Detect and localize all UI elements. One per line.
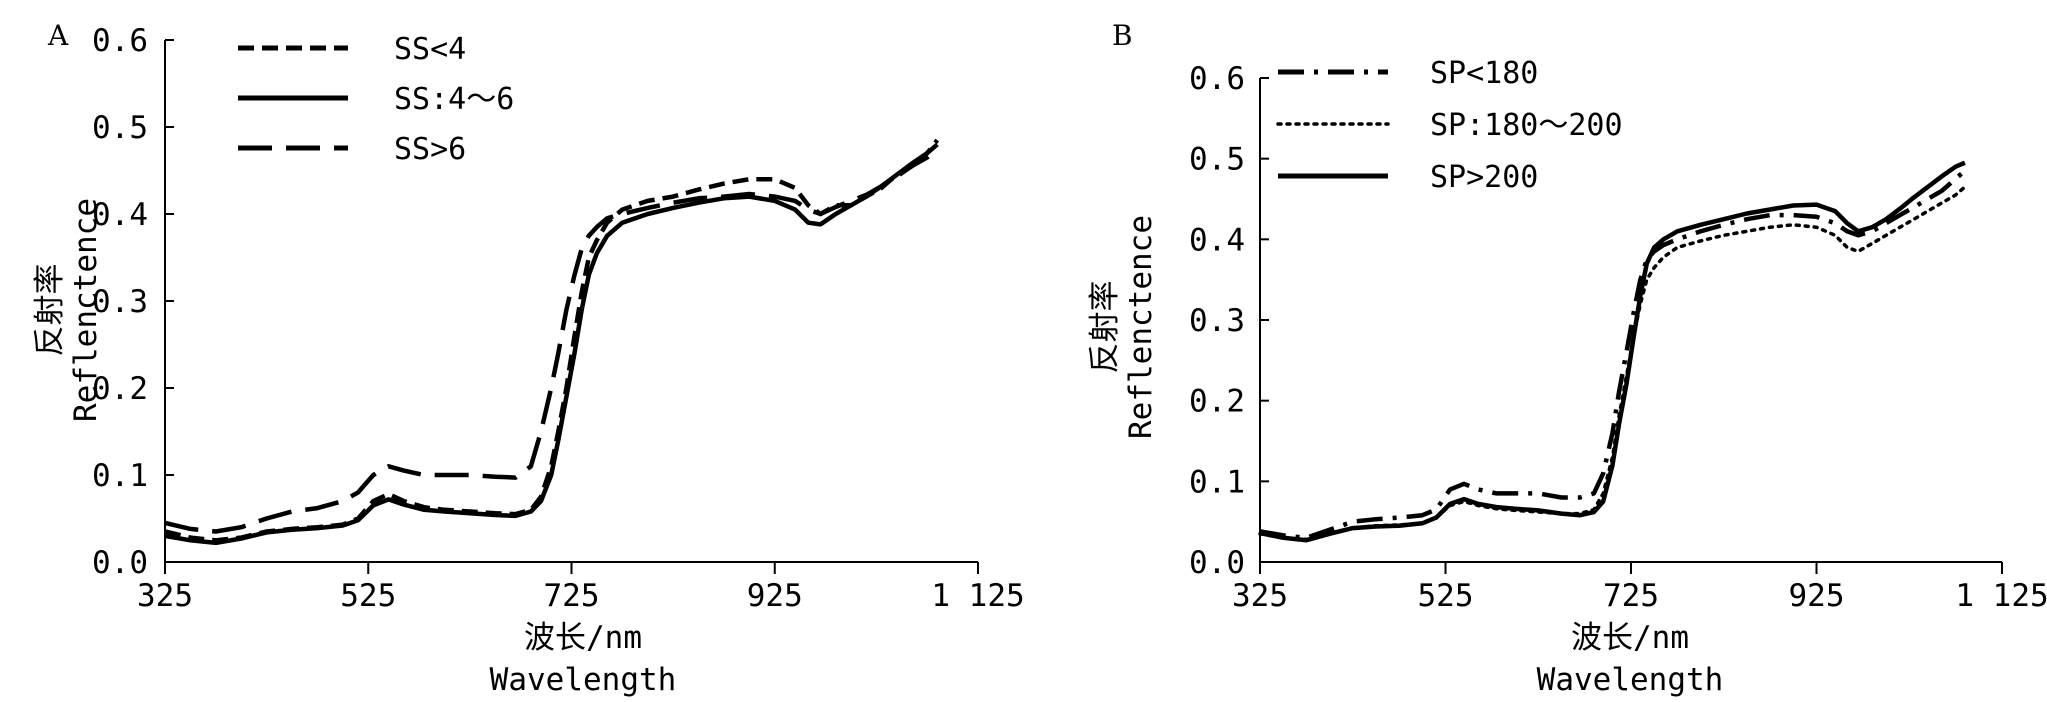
- chart-panel-b: B 0.0 0.1 0.2 0.3 0.4 0.5 0.6 325 525 725 925 1 125 波…: [1087, 19, 2047, 698]
- y-axis-label: 反射率: [32, 264, 68, 357]
- series-line: [1258, 185, 1967, 542]
- legend-label: SS:4～6: [394, 82, 514, 117]
- y-tick-label: 0.6: [1189, 61, 1245, 97]
- y-tick-label: 0.4: [92, 197, 148, 233]
- x-tick-label: 325: [1232, 578, 1288, 614]
- y-tick-label: 0.2: [1189, 384, 1245, 420]
- x-axis-label: 波长/nm: [1571, 620, 1689, 656]
- y-axis-label-en: Reflenctence: [1123, 215, 1159, 439]
- series-line: [164, 147, 939, 534]
- x-tick-label: 925: [747, 578, 803, 614]
- y-tick-label: 0.0: [92, 545, 148, 581]
- y-axis-label: 反射率: [1087, 281, 1123, 374]
- y-tick-label: 0.3: [1189, 303, 1245, 339]
- y-tick-label: 0.5: [92, 110, 148, 146]
- x-axis-label-en: Wavelength: [1537, 662, 1724, 698]
- chart-panel-a: A 0.0 0.1 0.2 0.3 0.4 0.5 0.6 325 525 725 925 1 125 波…: [32, 19, 1025, 698]
- y-axis-label-group: 反射率 Reflenctence: [1087, 215, 1159, 439]
- legend-label: SS<4: [394, 32, 466, 67]
- panel-letter: B: [1112, 19, 1133, 52]
- y-tick-label: 0.5: [1189, 142, 1245, 178]
- x-axis-label-en: Wavelength: [490, 662, 677, 698]
- x-tick-label: 525: [340, 578, 396, 614]
- x-axis-label: 波长/nm: [524, 620, 642, 656]
- x-tick-label: 1 125: [1955, 578, 2047, 614]
- x-tick-label: 725: [1603, 578, 1659, 614]
- x-tick-label: 925: [1789, 578, 1845, 614]
- legend-label: SP:180～200: [1430, 108, 1623, 143]
- legend-label: SP<180: [1430, 56, 1538, 91]
- legend-label: SS>6: [394, 132, 466, 167]
- y-tick-label: 0.1: [1189, 464, 1245, 500]
- panel-letter: A: [47, 19, 69, 52]
- series-line: [1259, 160, 1966, 543]
- y-tick-label: 0.0: [1189, 545, 1245, 581]
- x-tick-label: 725: [544, 578, 600, 614]
- x-tick-label: 1 125: [931, 578, 1024, 614]
- y-tick-label: 0.1: [92, 458, 148, 494]
- series-line: [164, 142, 939, 546]
- y-tick-label: 0.4: [1189, 222, 1245, 258]
- series-line: [1259, 169, 1967, 541]
- y-tick-label: 0.3: [92, 284, 148, 320]
- x-tick-label: 525: [1418, 578, 1474, 614]
- y-tick-label: 0.2: [92, 371, 148, 407]
- x-tick-label: 325: [137, 578, 193, 614]
- y-tick-label: 0.6: [92, 23, 148, 59]
- series-line: [164, 138, 940, 543]
- y-axis-label-group: 反射率 Reflenctence: [32, 198, 104, 422]
- y-axis-label-en: Reflenctence: [68, 198, 104, 422]
- legend-label: SP>200: [1430, 160, 1538, 195]
